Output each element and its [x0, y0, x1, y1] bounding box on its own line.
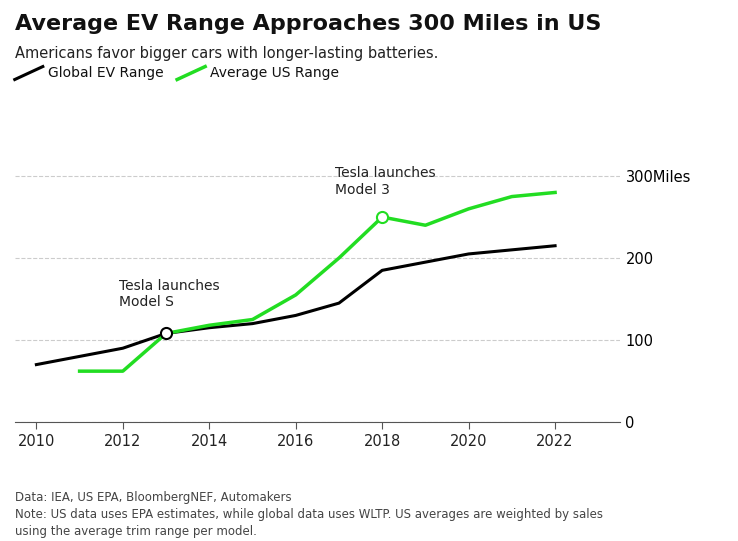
Text: Average US Range: Average US Range: [210, 66, 339, 80]
Text: Average EV Range Approaches 300 Miles in US: Average EV Range Approaches 300 Miles in…: [15, 14, 601, 34]
Text: Tesla launches
Model S: Tesla launches Model S: [119, 279, 219, 309]
Text: Americans favor bigger cars with longer-lasting batteries.: Americans favor bigger cars with longer-…: [15, 46, 438, 61]
Text: Tesla launches
Model 3: Tesla launches Model 3: [334, 167, 435, 196]
Text: Global EV Range: Global EV Range: [48, 66, 164, 80]
Text: Data: IEA, US EPA, BloombergNEF, Automakers
Note: US data uses EPA estimates, wh: Data: IEA, US EPA, BloombergNEF, Automak…: [15, 491, 603, 538]
